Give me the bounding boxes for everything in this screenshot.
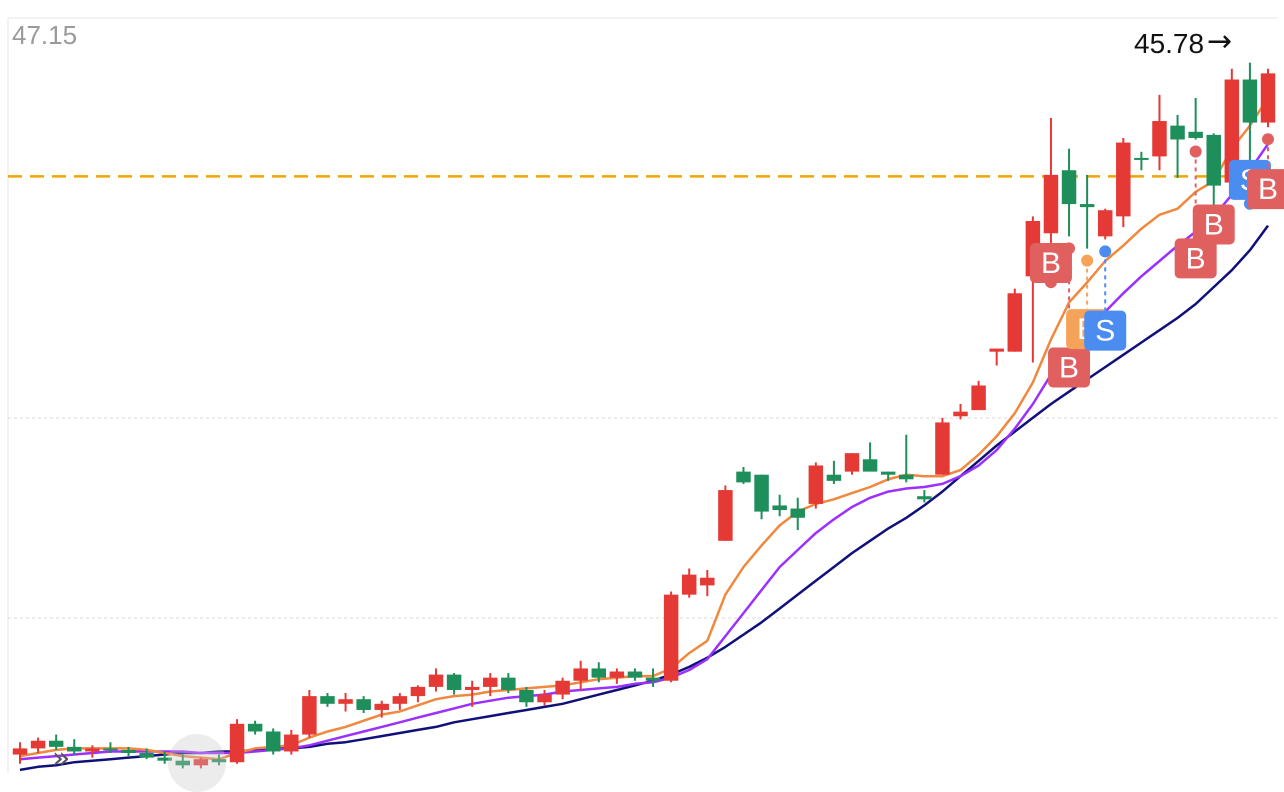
candle-body	[374, 703, 389, 710]
signal-label-buy: B	[1204, 209, 1224, 242]
corner-fullscreen-button[interactable]	[168, 734, 226, 792]
candle-body	[971, 385, 986, 411]
candle-body	[67, 746, 82, 752]
candle-body	[30, 740, 46, 749]
candle-body	[862, 459, 878, 472]
candle-body	[591, 668, 607, 678]
candle-body	[428, 674, 444, 687]
candle-body	[555, 680, 570, 695]
candle-body	[356, 699, 371, 710]
candle-body	[844, 453, 860, 472]
candle-body	[700, 577, 715, 586]
candle-body	[609, 671, 625, 678]
candle-body	[157, 757, 172, 761]
y-max-tick-label: 47.15	[12, 20, 78, 50]
ma-short-line	[19, 97, 1270, 761]
candle-body	[573, 668, 588, 681]
candle-body	[103, 748, 118, 751]
candle-body	[1043, 174, 1059, 234]
candle-body	[483, 677, 498, 687]
signal-label-buy: B	[1186, 242, 1206, 275]
candle-body	[1170, 125, 1185, 140]
candle-body	[247, 723, 263, 732]
candle-body	[826, 474, 842, 481]
candle-body	[12, 748, 28, 755]
candle-body	[193, 759, 209, 766]
candlestick-chart: BBBSBBSB	[7, 17, 1284, 773]
candle-body	[211, 759, 227, 763]
candle-body	[48, 740, 64, 747]
signal-box	[1174, 238, 1217, 279]
signal-dot	[1189, 145, 1202, 158]
signal-dot	[1262, 133, 1274, 146]
signal-box	[1084, 310, 1127, 351]
signal-box	[1029, 242, 1072, 283]
signal-box	[1192, 204, 1235, 245]
candle-body	[645, 677, 661, 681]
candle-body	[1152, 121, 1167, 157]
arrow-right-icon: →	[1207, 24, 1233, 59]
signal-dot	[1063, 242, 1076, 255]
candle-body	[1116, 142, 1131, 217]
candle-body	[917, 496, 932, 500]
candle-body	[718, 490, 733, 541]
candle-body	[446, 674, 462, 690]
ma-mid-line	[19, 143, 1270, 761]
candle-body	[1206, 134, 1221, 186]
candle-body	[772, 505, 787, 511]
candle-body	[1134, 157, 1149, 160]
candle-body	[284, 734, 299, 752]
candle-body	[1061, 170, 1077, 205]
candle-body	[410, 686, 426, 697]
candle-body	[338, 699, 353, 704]
candle-body	[953, 411, 968, 417]
candle-body	[935, 422, 950, 475]
candle-body	[989, 348, 1004, 352]
candle-body	[302, 696, 317, 735]
candle-body	[1188, 131, 1203, 138]
signal-label-buy: B	[1059, 352, 1079, 385]
candle-body	[1097, 210, 1113, 237]
signal-label-buy: B	[1258, 173, 1278, 206]
max-price-label: 45.78	[1134, 28, 1205, 59]
candle-body	[537, 694, 552, 703]
candle-body	[1007, 293, 1023, 352]
candle-body	[808, 465, 824, 504]
candle-body	[663, 594, 679, 681]
candle-body	[265, 731, 281, 752]
candle-body	[139, 753, 154, 758]
candle-body	[85, 748, 100, 752]
candle-body	[121, 749, 136, 754]
signal-label-sell: S	[1095, 315, 1115, 348]
candle-body	[1224, 79, 1240, 183]
candle-body	[175, 760, 191, 766]
candle-body	[392, 696, 408, 704]
candle-body	[501, 677, 516, 690]
candle-body	[790, 508, 805, 518]
signal-box	[1048, 347, 1091, 388]
signal-box	[1247, 169, 1284, 210]
signal-dot	[1081, 254, 1094, 267]
candle-body	[229, 723, 245, 763]
signal-label-buy: B	[1041, 247, 1061, 280]
candle-body	[320, 696, 335, 704]
candle-body	[880, 471, 896, 475]
candle-body	[627, 671, 643, 678]
candle-body	[519, 689, 534, 703]
candle-body	[736, 471, 751, 483]
candle-body	[1242, 79, 1258, 123]
candle-body	[754, 474, 769, 512]
ma-long-line	[19, 224, 1270, 772]
signal-dot	[1099, 245, 1112, 258]
candle-body	[899, 474, 914, 480]
candle-body	[1079, 204, 1095, 208]
candle-body	[1260, 73, 1276, 123]
candle-body	[681, 574, 697, 595]
expand-icon[interactable]: »	[52, 741, 71, 776]
candle-body	[464, 686, 480, 690]
